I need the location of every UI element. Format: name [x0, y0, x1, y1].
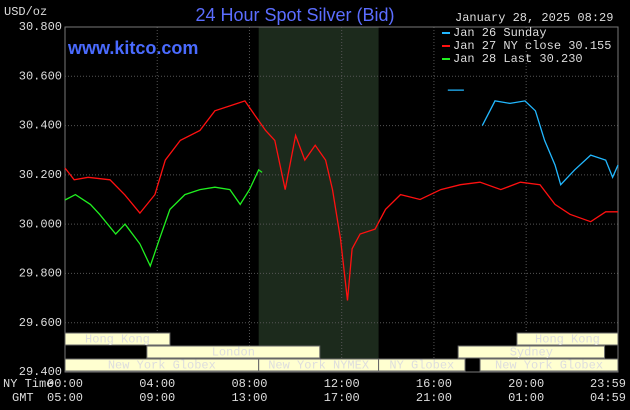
session-label: New York Globex: [495, 359, 603, 373]
x-tick-label-gmt: 04:59: [590, 391, 626, 405]
chart-title: 24 Hour Spot Silver (Bid): [195, 5, 394, 25]
x-tick-label-gmt: 21:00: [416, 391, 452, 405]
site-label: www.kitco.com: [67, 38, 198, 58]
x-tick-label: 04:00: [139, 377, 175, 391]
y-tick-label: 30.000: [19, 217, 62, 231]
timestamp: January 28, 2025 08:29: [455, 11, 613, 25]
x-tick-label-gmt: 17:00: [324, 391, 360, 405]
series-line: [64, 168, 263, 268]
session-label: Hong Kong: [85, 333, 150, 347]
y-tick-label: 30.400: [19, 119, 62, 133]
x-tick-label-gmt: 13:00: [231, 391, 267, 405]
session-bar: [378, 358, 466, 372]
legend-label: Jan 28 Last 30.230: [453, 52, 583, 66]
legend-label: Jan 27 NY close 30.155: [453, 39, 611, 53]
x-tick-label-gmt: 05:00: [47, 391, 83, 405]
x-row-label: NY Time: [3, 377, 53, 391]
series-line: [447, 89, 619, 186]
session-label: New York NYMEX: [268, 359, 369, 373]
session-bar: [457, 345, 606, 359]
session-label: NY Globex: [389, 359, 454, 373]
x-tick-label-gmt: 01:00: [508, 391, 544, 405]
session-label: Sydney: [510, 346, 553, 360]
legend-label: Jan 26 Sunday: [453, 26, 547, 40]
session-label: Hong Kong: [535, 333, 600, 347]
x-tick-label: 23:59: [590, 377, 626, 391]
x-tick-label: 16:00: [416, 377, 452, 391]
y-tick-label: 29.600: [19, 316, 62, 330]
x-tick-label-gmt: 09:00: [139, 391, 175, 405]
x-row-label: GMT: [12, 391, 34, 405]
y-tick-label: 30.200: [19, 168, 62, 182]
y-tick-label: 29.800: [19, 267, 62, 281]
session-label: New York Globex: [108, 359, 216, 373]
session-shade: [258, 27, 379, 372]
y-tick-label: 29.400: [19, 365, 62, 379]
series-line: [64, 100, 618, 301]
session-bar: [64, 332, 171, 346]
session-label: London: [212, 346, 255, 360]
session-bar: [516, 332, 619, 346]
x-tick-label: 12:00: [324, 377, 360, 391]
x-tick-label: 20:00: [508, 377, 544, 391]
session-bar: [146, 345, 321, 359]
y-tick-label: 30.800: [19, 20, 62, 34]
x-tick-label: 00:00: [47, 377, 83, 391]
session-bar: [479, 358, 619, 372]
x-tick-label: 08:00: [231, 377, 267, 391]
y-tick-label: 30.600: [19, 69, 62, 83]
unit-label: USD/oz: [4, 5, 47, 19]
